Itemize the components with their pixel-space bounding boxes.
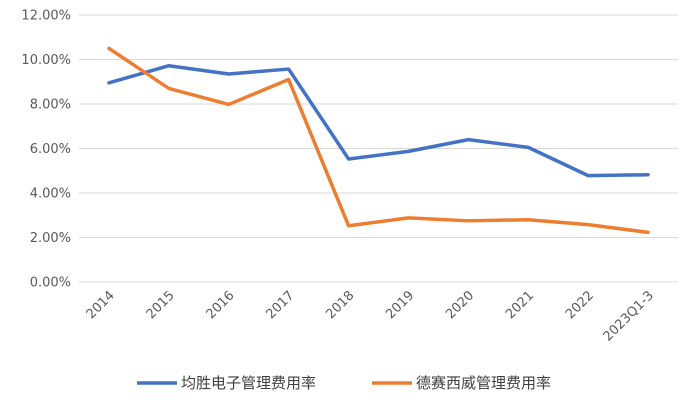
- legend-label: 均胜电子管理费用率: [181, 374, 316, 392]
- legend-label: 德赛西威管理费用率: [416, 374, 551, 392]
- y-tick-label: 6.00%: [30, 142, 71, 157]
- x-tick-label: 2018: [323, 288, 357, 322]
- legend: 均胜电子管理费用率 德赛西威管理费用率: [137, 374, 551, 392]
- x-tick-label: 2021: [503, 288, 537, 322]
- y-tick-label: 2.00%: [30, 231, 71, 246]
- x-tick-label: 2023Q1-3: [601, 288, 657, 344]
- series-2: [107, 46, 650, 235]
- y-axis-ticks: 0.00% 2.00% 4.00% 6.00% 8.00% 10.00% 12.00%: [21, 9, 71, 291]
- series-lines: [107, 46, 650, 235]
- x-tick-label: 2019: [383, 288, 417, 322]
- x-axis-ticks: 2014 2015 2016 2017 2018 2019 2020 2021 2022 2023…: [84, 288, 657, 344]
- y-tick-label: 0.00%: [30, 276, 71, 291]
- y-tick-label: 10.00%: [21, 53, 71, 68]
- x-tick-label: 2022: [563, 288, 597, 322]
- x-tick-label: 2020: [443, 288, 477, 322]
- gridlines: [79, 14, 678, 283]
- x-tick-label: 2015: [144, 288, 178, 322]
- y-tick-label: 12.00%: [21, 9, 71, 24]
- x-tick-label: 2014: [84, 288, 118, 322]
- series-1: [107, 63, 650, 178]
- x-tick-label: 2017: [263, 288, 297, 322]
- x-tick-label: 2016: [204, 288, 238, 322]
- series-line: [107, 63, 650, 178]
- y-tick-label: 8.00%: [30, 98, 71, 113]
- y-tick-label: 4.00%: [30, 187, 71, 202]
- series-line: [107, 46, 650, 235]
